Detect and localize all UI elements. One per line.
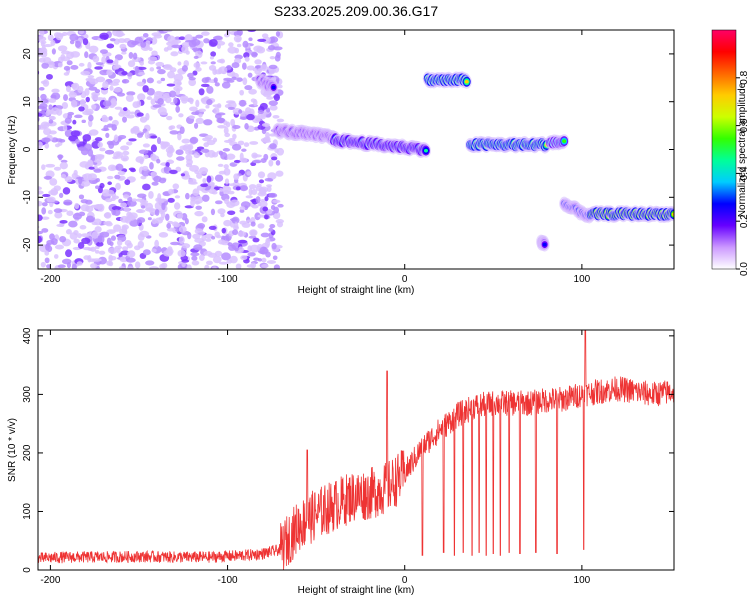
colorbar-tick-label: 0.4 [739,166,750,180]
spectral-feature [585,205,674,223]
spectral-feature [328,131,431,158]
chart-title: S233.2025.209.00.36.G17 [274,3,438,19]
snr-series-line [38,330,674,570]
spectrogram-y-tick-label: -10 [22,190,33,205]
snr-x-tick-label: 0 [402,575,408,586]
spectrogram-x-label: Height of straight line (km) [298,285,415,296]
snr-y-tick-label: 0 [22,567,33,573]
snr-y-tick-label: 200 [22,444,33,461]
snr-y-tick-label: 400 [22,327,33,344]
snr-frame [37,329,675,571]
spectrogram-y-tick-label: 0 [22,146,33,152]
colorbar-tick-label: 0.8 [739,70,750,84]
colorbar: 0.0 0.2 0.4 0.6 0.8 Normalized spectral ampl… [711,29,750,276]
spectrogram-x-tick-label: 0 [402,274,408,285]
colorbar-label: Normalized spectral amplitude [737,82,748,217]
colorbar-tick-label: 0.0 [739,262,750,276]
snr-panel: -200 -100 0 100 0 100 200 300 400 Height of stra… [7,327,675,596]
spectral-feature [544,134,570,151]
snr-y-label: SNR (10 * v/v) [7,418,18,482]
snr-y-tick-label: 100 [22,503,33,520]
spectrogram-y-label: Frequency (Hz) [7,116,18,185]
spectrogram-y-tick-label: 20 [22,48,33,60]
snr-x-tick-label: 100 [574,575,591,586]
spectral-feature [465,135,552,154]
spectrogram-x-tick-label: 100 [574,274,591,285]
snr-y-tick-label: 300 [22,386,33,403]
snr-x-tick-label: -200 [40,575,60,586]
spectrogram-y-tick-label: 10 [22,96,33,108]
snr-x-tick-label: -100 [218,575,238,586]
spectrogram-x-tick-label: -100 [218,274,238,285]
colorbar-gradient [711,29,737,270]
spectral-feature [422,71,472,89]
colorbar-tick-label: 0.2 [739,214,750,228]
spectral-noise-region [38,30,285,269]
spectrogram-x-tick-label: -200 [40,274,60,285]
spectral-feature [254,72,279,95]
spectral-feature [536,234,550,252]
snr-x-label: Height of straight line (km) [298,585,415,596]
spectrogram-y-tick-label: -20 [22,237,33,252]
snr-plot-area [38,330,674,570]
colorbar-tick-label: 0.6 [739,118,750,132]
